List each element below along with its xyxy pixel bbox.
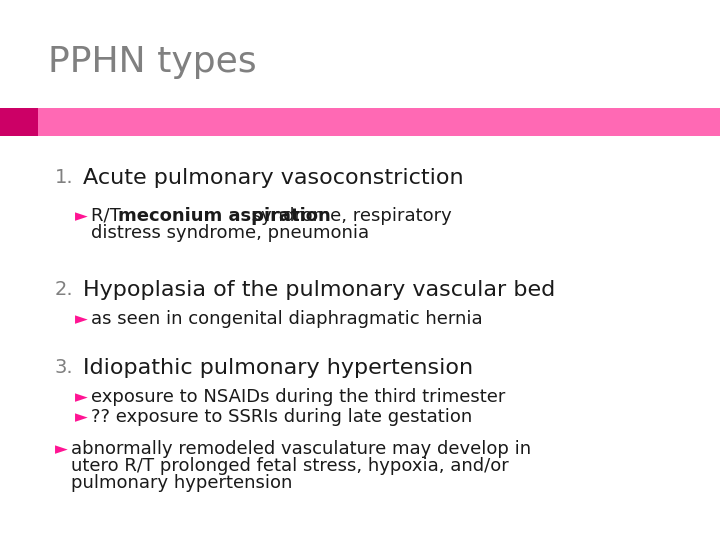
Text: 2.: 2.: [55, 280, 73, 299]
Text: ►: ►: [75, 310, 88, 328]
Bar: [0, 108, 38, 136]
Text: ►: ►: [55, 440, 68, 458]
Text: abnormally remodeled vasculature may develop in: abnormally remodeled vasculature may dev…: [71, 440, 531, 458]
Text: utero R/T prolonged fetal stress, hypoxia, and/or: utero R/T prolonged fetal stress, hypoxi…: [71, 457, 509, 475]
Text: exposure to NSAIDs during the third trimester: exposure to NSAIDs during the third trim…: [91, 388, 505, 406]
Text: Hypoplasia of the pulmonary vascular bed: Hypoplasia of the pulmonary vascular bed: [83, 280, 555, 300]
Text: PPHN types: PPHN types: [48, 45, 256, 79]
Text: pulmonary hypertension: pulmonary hypertension: [71, 474, 292, 492]
Text: Idiopathic pulmonary hypertension: Idiopathic pulmonary hypertension: [83, 358, 473, 378]
Text: distress syndrome, pneumonia: distress syndrome, pneumonia: [91, 224, 369, 242]
Text: ►: ►: [75, 388, 88, 406]
Text: Acute pulmonary vasoconstriction: Acute pulmonary vasoconstriction: [83, 168, 464, 188]
Text: ►: ►: [75, 408, 88, 426]
Text: 1.: 1.: [55, 168, 73, 187]
Text: 3.: 3.: [55, 358, 73, 377]
Text: syndrome, respiratory: syndrome, respiratory: [246, 207, 452, 225]
Text: ►: ►: [75, 207, 88, 225]
Text: ?? exposure to SSRIs during late gestation: ?? exposure to SSRIs during late gestati…: [91, 408, 472, 426]
Text: meconium aspiration: meconium aspiration: [118, 207, 330, 225]
Text: as seen in congenital diaphragmatic hernia: as seen in congenital diaphragmatic hern…: [91, 310, 482, 328]
Text: R/T: R/T: [91, 207, 127, 225]
Bar: [38, 108, 720, 136]
